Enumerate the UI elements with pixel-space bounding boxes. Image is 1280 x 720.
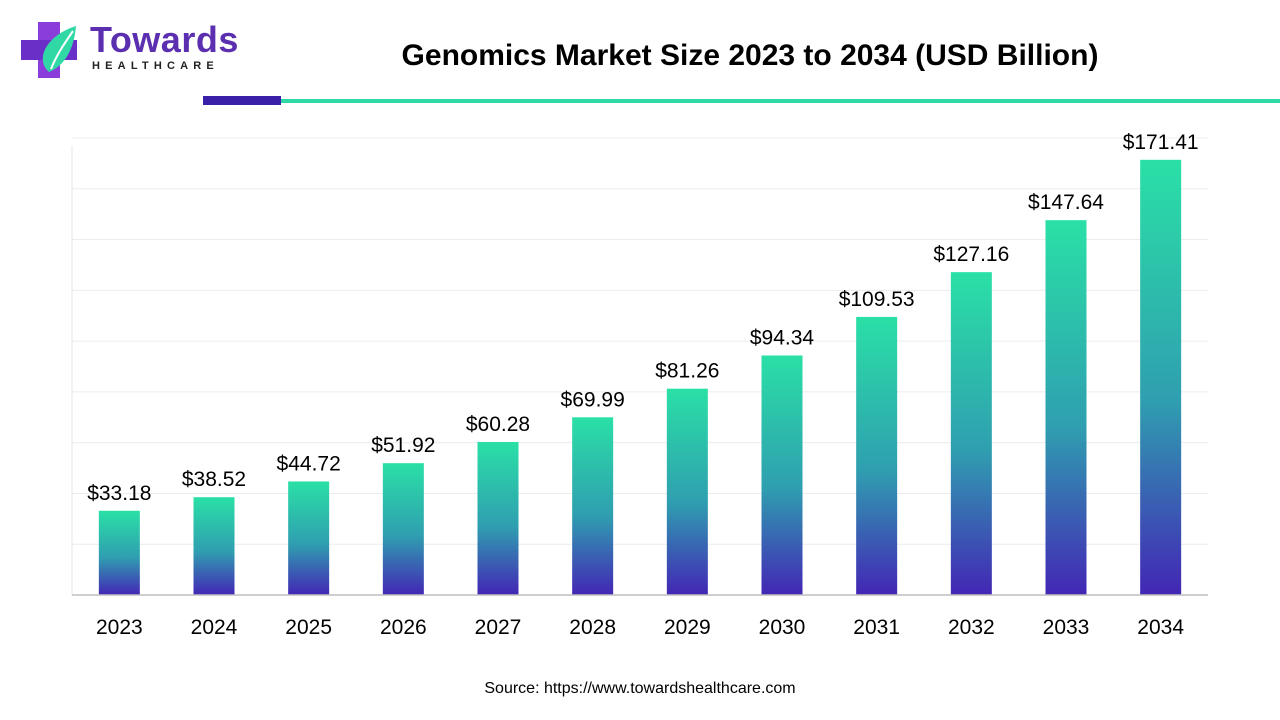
x-tick-label: 2026 <box>380 616 427 639</box>
bar-2033 <box>1045 220 1087 595</box>
x-tick-label: 2027 <box>475 616 522 639</box>
brand-subtitle: HEALTHCARE <box>92 60 219 72</box>
x-tick-label: 2024 <box>191 616 238 639</box>
x-tick-label: 2030 <box>759 616 806 639</box>
bars-group <box>98 159 1182 595</box>
bar-2023 <box>98 510 140 595</box>
x-tick-label: 2025 <box>285 616 332 639</box>
bar-2029 <box>666 388 708 595</box>
data-label: $33.18 <box>87 482 151 505</box>
bar-2028 <box>572 417 614 595</box>
bar-2031 <box>856 316 898 595</box>
brand-logo: Towards HEALTHCARE <box>20 18 238 80</box>
data-label: $147.64 <box>1028 191 1104 214</box>
bar-2025 <box>288 481 330 595</box>
gridlines <box>72 137 1208 545</box>
medical-cross-leaf-icon <box>21 22 77 78</box>
header-accent-teal <box>281 99 1280 103</box>
brand-name: Towards <box>90 19 239 60</box>
x-tick-label: 2031 <box>853 616 900 639</box>
source-text: Source: https://www.towardshealthcare.co… <box>484 680 796 697</box>
axes-group <box>71 146 1208 596</box>
header-accent-dark <box>203 96 281 105</box>
x-tick-label: 2034 <box>1137 616 1184 639</box>
bar-2032 <box>950 272 992 595</box>
x-tick-label: 2029 <box>664 616 711 639</box>
bar-chart: $33.18 2023 $38.52 2024 $44.72 2025 $51.92 2026… <box>71 131 1208 639</box>
data-label: $51.92 <box>371 434 435 457</box>
x-tick-label: 2033 <box>1043 616 1090 639</box>
chart-title: Genomics Market Size 2023 to 2034 (USD B… <box>401 39 1099 72</box>
data-label: $60.28 <box>466 413 530 436</box>
data-label: $127.16 <box>933 243 1009 266</box>
data-label: $44.72 <box>277 452 341 475</box>
data-label: $171.41 <box>1123 131 1199 154</box>
data-label: $69.99 <box>561 388 625 411</box>
bar-2034 <box>1140 159 1182 595</box>
x-tick-label: 2023 <box>96 616 143 639</box>
bar-2027 <box>477 441 519 595</box>
bar-2024 <box>193 497 235 595</box>
labels-group: $33.18 2023 $38.52 2024 $44.72 2025 $51.92 2026… <box>87 131 1198 639</box>
x-tick-label: 2028 <box>569 616 616 639</box>
data-label: $38.52 <box>182 468 246 491</box>
data-label: $94.34 <box>750 326 815 349</box>
data-label: $81.26 <box>655 360 719 383</box>
bar-2030 <box>761 355 803 595</box>
data-label: $109.53 <box>839 288 915 311</box>
bar-2026 <box>382 463 424 595</box>
x-tick-label: 2032 <box>948 616 995 639</box>
